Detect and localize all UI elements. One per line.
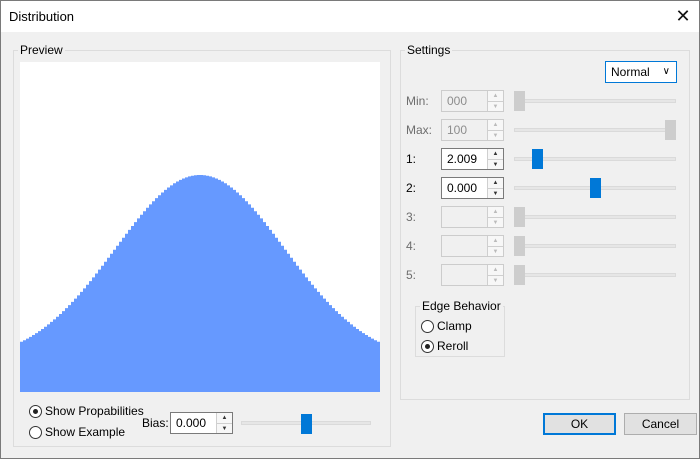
reroll-radio[interactable]: Reroll <box>421 339 468 353</box>
radio-dot <box>421 339 434 353</box>
preview-group: Preview <box>13 43 391 447</box>
distribution-value: Normal <box>611 65 650 79</box>
spin-down-icon[interactable]: ▼ <box>216 423 232 433</box>
title-bar: Distribution ✕ <box>1 1 699 32</box>
param-spinbox: 000 ▲ ▼ <box>441 90 504 112</box>
close-icon[interactable]: ✕ <box>675 6 691 26</box>
param-spinbox[interactable]: 0.000 ▲ ▼ <box>441 177 504 199</box>
param-slider-thumb[interactable] <box>532 149 544 169</box>
preview-canvas <box>20 62 380 392</box>
param-spinbox: ▲ ▼ <box>441 235 504 257</box>
ok-button-label: OK <box>570 417 589 431</box>
spin-up-icon: ▲ <box>487 265 503 275</box>
param-slider-track <box>514 215 676 219</box>
show-example-label: Show Example <box>45 425 126 439</box>
param-slider-track[interactable] <box>514 157 676 161</box>
bias-slider-thumb[interactable] <box>300 414 312 434</box>
param-value: 100 <box>447 123 468 137</box>
chevron-down-icon: ∨ <box>662 66 670 77</box>
param-slider-thumb <box>514 207 525 227</box>
param-slider-track <box>514 128 676 132</box>
radio-dot <box>421 319 434 333</box>
distribution-dropdown[interactable]: Normal ∨ <box>605 61 677 83</box>
spin-up-icon: ▲ <box>487 236 503 246</box>
param-spinbox: ▲ ▼ <box>441 206 504 228</box>
param-slider-thumb[interactable] <box>589 178 601 198</box>
param-slider-track <box>514 244 676 248</box>
settings-legend: Settings <box>407 43 451 57</box>
show-example-radio[interactable]: Show Example <box>29 425 125 439</box>
param-value: 2.009 <box>447 152 478 166</box>
spin-down-icon: ▼ <box>487 275 503 285</box>
spin-down-icon[interactable]: ▼ <box>487 188 503 198</box>
show-probabilities-label: Show Propabilities <box>45 404 144 418</box>
param-value: 000 <box>447 94 468 108</box>
spin-down-icon: ▼ <box>487 246 503 256</box>
ok-button[interactable]: OK <box>543 413 616 435</box>
bias-spinbox[interactable]: 0.000 ▲ ▼ <box>170 412 233 434</box>
probability-area <box>20 175 380 392</box>
radio-dot <box>29 425 42 439</box>
clamp-label: Clamp <box>437 319 472 333</box>
cancel-button[interactable]: Cancel <box>624 413 697 435</box>
preview-legend: Preview <box>20 43 63 57</box>
spin-up-icon: ▲ <box>487 207 503 217</box>
param-slider-track <box>514 273 676 277</box>
spin-up-icon: ▲ <box>487 120 503 130</box>
param-label: 2: <box>406 181 417 195</box>
spin-up-icon[interactable]: ▲ <box>487 178 503 188</box>
param-slider-track <box>514 99 676 103</box>
spin-down-icon[interactable]: ▼ <box>487 159 503 169</box>
spin-up-icon: ▲ <box>487 91 503 101</box>
spin-down-icon: ▼ <box>487 217 503 227</box>
edge-behavior-group: Edge Behavior <box>415 299 505 357</box>
clamp-radio[interactable]: Clamp <box>421 319 472 333</box>
param-label: 3: <box>406 210 417 224</box>
param-slider-thumb <box>665 120 676 140</box>
settings-group: Settings <box>400 43 690 400</box>
window-title: Distribution <box>9 9 75 24</box>
param-spinbox: 100 ▲ ▼ <box>441 119 504 141</box>
param-label: 1: <box>406 152 417 166</box>
cancel-button-label: Cancel <box>641 417 680 431</box>
param-spinbox[interactable]: 2.009 ▲ ▼ <box>441 148 504 170</box>
param-label: 4: <box>406 239 417 253</box>
edge-behavior-legend: Edge Behavior <box>422 299 501 313</box>
bias-label: Bias: <box>142 416 169 430</box>
show-probabilities-radio[interactable]: Show Propabilities <box>29 404 144 418</box>
param-slider-thumb <box>514 265 525 285</box>
param-value: 0.000 <box>447 181 478 195</box>
probability-curve <box>20 175 380 392</box>
param-label: 5: <box>406 268 417 282</box>
bias-value: 0.000 <box>176 416 207 430</box>
spin-down-icon: ▼ <box>487 130 503 140</box>
param-spinbox: ▲ ▼ <box>441 264 504 286</box>
reroll-label: Reroll <box>437 339 469 353</box>
spin-up-icon[interactable]: ▲ <box>487 149 503 159</box>
param-slider-thumb <box>514 91 525 111</box>
param-slider-thumb <box>514 236 525 256</box>
param-label: Max: <box>406 123 433 137</box>
spin-up-icon[interactable]: ▲ <box>216 413 232 423</box>
param-label: Min: <box>406 94 429 108</box>
radio-dot <box>29 404 42 418</box>
spin-down-icon: ▼ <box>487 101 503 111</box>
